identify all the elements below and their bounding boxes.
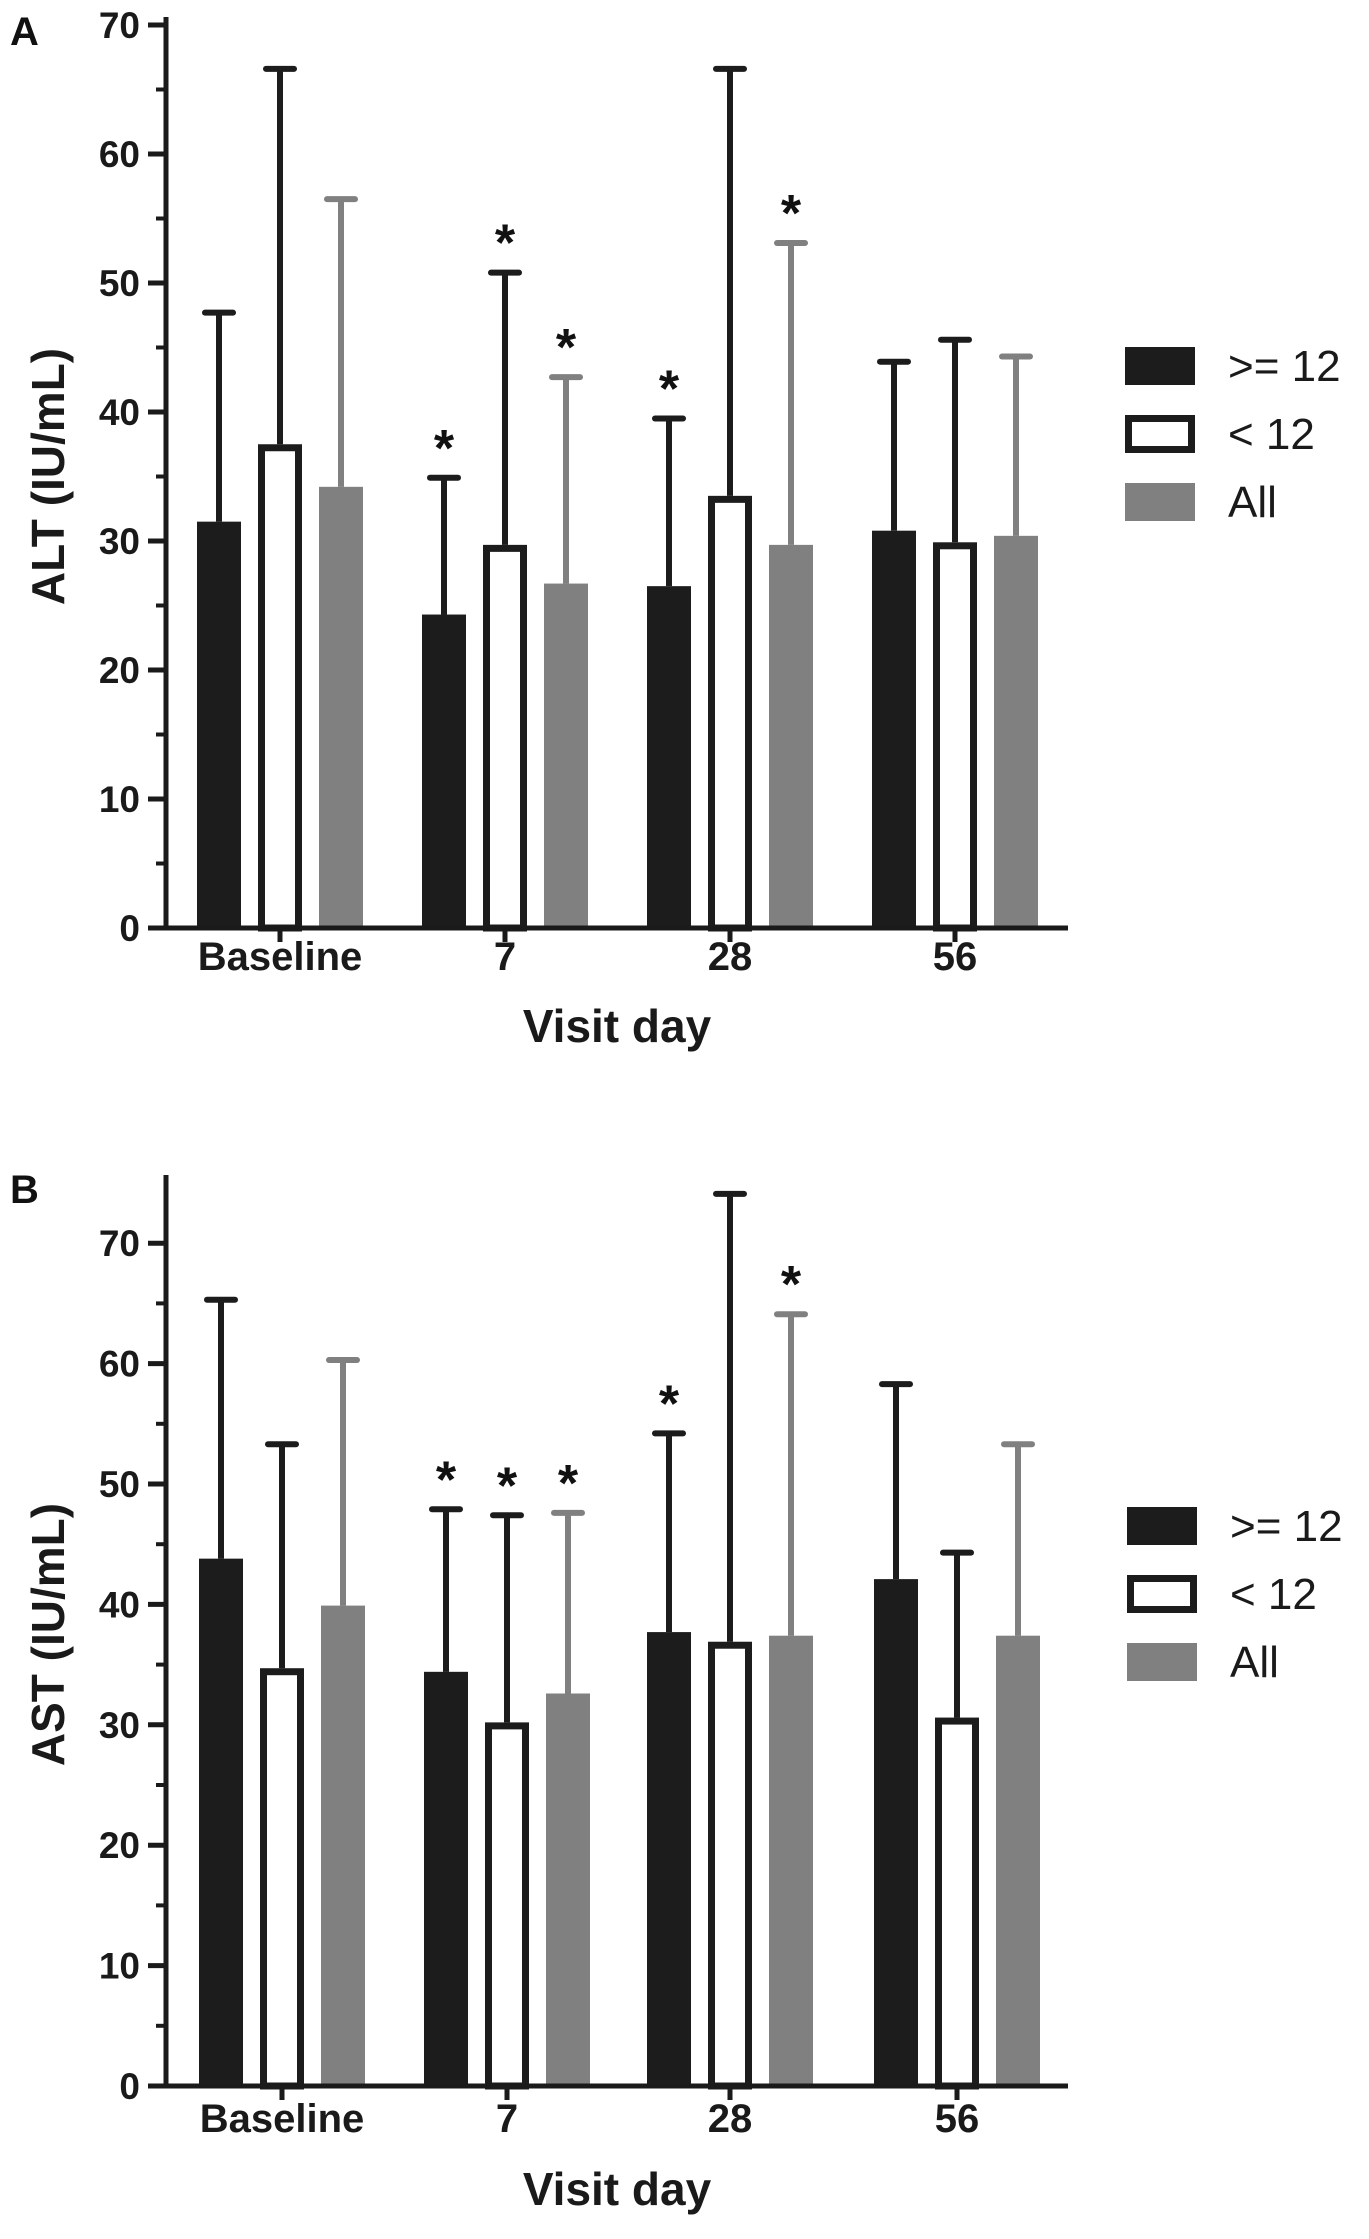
panel-b: B AST (IU/mL) * * * * * 0 10 20 30 40 50 60 70 Baseline… — [10, 1168, 1343, 2215]
significance-marker: * — [434, 420, 455, 478]
legend-label: All — [1230, 1638, 1279, 1687]
x-tick-label: 56 — [933, 935, 978, 979]
x-axis-title: Visit day — [523, 1000, 712, 1052]
x-tick-label: 7 — [496, 2097, 518, 2141]
legend-swatch — [1125, 415, 1195, 453]
y-tick-label: 20 — [99, 650, 140, 691]
significance-marker: * — [781, 1256, 802, 1314]
bar — [258, 444, 302, 932]
x-tick-label: 28 — [708, 2097, 753, 2141]
bar — [935, 1717, 979, 2090]
legend-label: >= 12 — [1228, 342, 1341, 391]
legend-label: < 12 — [1228, 410, 1315, 459]
significance-marker: * — [556, 319, 577, 377]
significance-marker: * — [497, 1457, 518, 1515]
y-tick-label: 20 — [99, 1825, 140, 1866]
legend-label: < 12 — [1230, 1570, 1317, 1619]
legend-swatch — [1125, 483, 1195, 521]
significance-marker: * — [495, 215, 516, 273]
panel-a: A ALT (IU/mL) * * * * * 0 10 20 30 40 50 60 70 Baseline… — [10, 5, 1341, 1052]
legend-swatch — [1127, 1575, 1197, 1613]
bar — [544, 583, 588, 928]
bar — [424, 1671, 468, 2086]
legend-label: >= 12 — [1230, 1502, 1343, 1551]
y-tick-label: 40 — [99, 1584, 140, 1625]
y-axis-title: AST (IU/mL) — [22, 1503, 74, 1766]
bar — [994, 535, 1038, 928]
bar — [319, 486, 363, 928]
x-tick-label: 7 — [494, 935, 516, 979]
y-tick-label: 10 — [99, 779, 140, 820]
bar — [422, 614, 466, 928]
y-tick-label: 30 — [99, 521, 140, 562]
panel-label: B — [10, 1168, 39, 1212]
x-tick-label: 28 — [708, 935, 753, 979]
bar — [647, 1632, 691, 2086]
x-axis-title: Visit day — [523, 2163, 712, 2215]
bar — [769, 544, 813, 928]
y-axis-title: ALT (IU/mL) — [22, 348, 74, 605]
panel-label: A — [10, 10, 39, 54]
bar — [996, 1635, 1040, 2086]
significance-marker: * — [659, 1375, 680, 1433]
y-tick-label: 50 — [99, 1464, 140, 1505]
significance-marker: * — [436, 1451, 457, 1509]
bar — [260, 1668, 304, 2090]
bar — [647, 586, 691, 928]
legend-swatch — [1127, 1507, 1197, 1545]
bar — [708, 1641, 752, 2090]
x-tick-label: 56 — [935, 2097, 980, 2141]
y-tick-label: 0 — [119, 908, 140, 949]
y-tick-label: 40 — [99, 392, 140, 433]
y-tick-label: 70 — [99, 1223, 140, 1264]
bar — [321, 1605, 365, 2086]
significance-marker: * — [558, 1455, 579, 1513]
bar — [546, 1693, 590, 2086]
y-tick-label: 10 — [99, 1946, 140, 1987]
y-tick-label: 0 — [119, 2066, 140, 2107]
x-tick-label: Baseline — [198, 935, 363, 979]
significance-marker: * — [659, 360, 680, 418]
legend-swatch — [1127, 1643, 1197, 1681]
bar — [872, 530, 916, 928]
bar — [708, 495, 752, 932]
bar — [199, 1558, 243, 2086]
y-tick-label: 60 — [99, 134, 140, 175]
significance-marker: * — [781, 185, 802, 243]
y-tick-label: 60 — [99, 1344, 140, 1385]
bar — [197, 521, 241, 928]
legend-label: All — [1228, 478, 1277, 527]
bar — [483, 544, 527, 932]
bar — [933, 542, 977, 932]
bar — [485, 1722, 529, 2090]
bar — [769, 1635, 813, 2086]
x-tick-label: Baseline — [200, 2097, 365, 2141]
y-tick-label: 50 — [99, 263, 140, 304]
bar — [874, 1579, 918, 2086]
legend-swatch — [1125, 347, 1195, 385]
y-tick-label: 30 — [99, 1705, 140, 1746]
y-tick-label: 70 — [99, 5, 140, 46]
